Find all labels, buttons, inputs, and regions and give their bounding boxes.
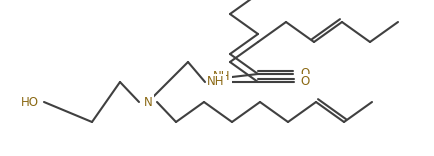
Text: N: N <box>143 95 152 109</box>
Text: O: O <box>300 76 309 88</box>
Text: NH: NH <box>207 76 224 88</box>
Text: HO: HO <box>21 95 39 109</box>
Text: O: O <box>300 68 309 80</box>
Text: NH: NH <box>213 71 230 83</box>
